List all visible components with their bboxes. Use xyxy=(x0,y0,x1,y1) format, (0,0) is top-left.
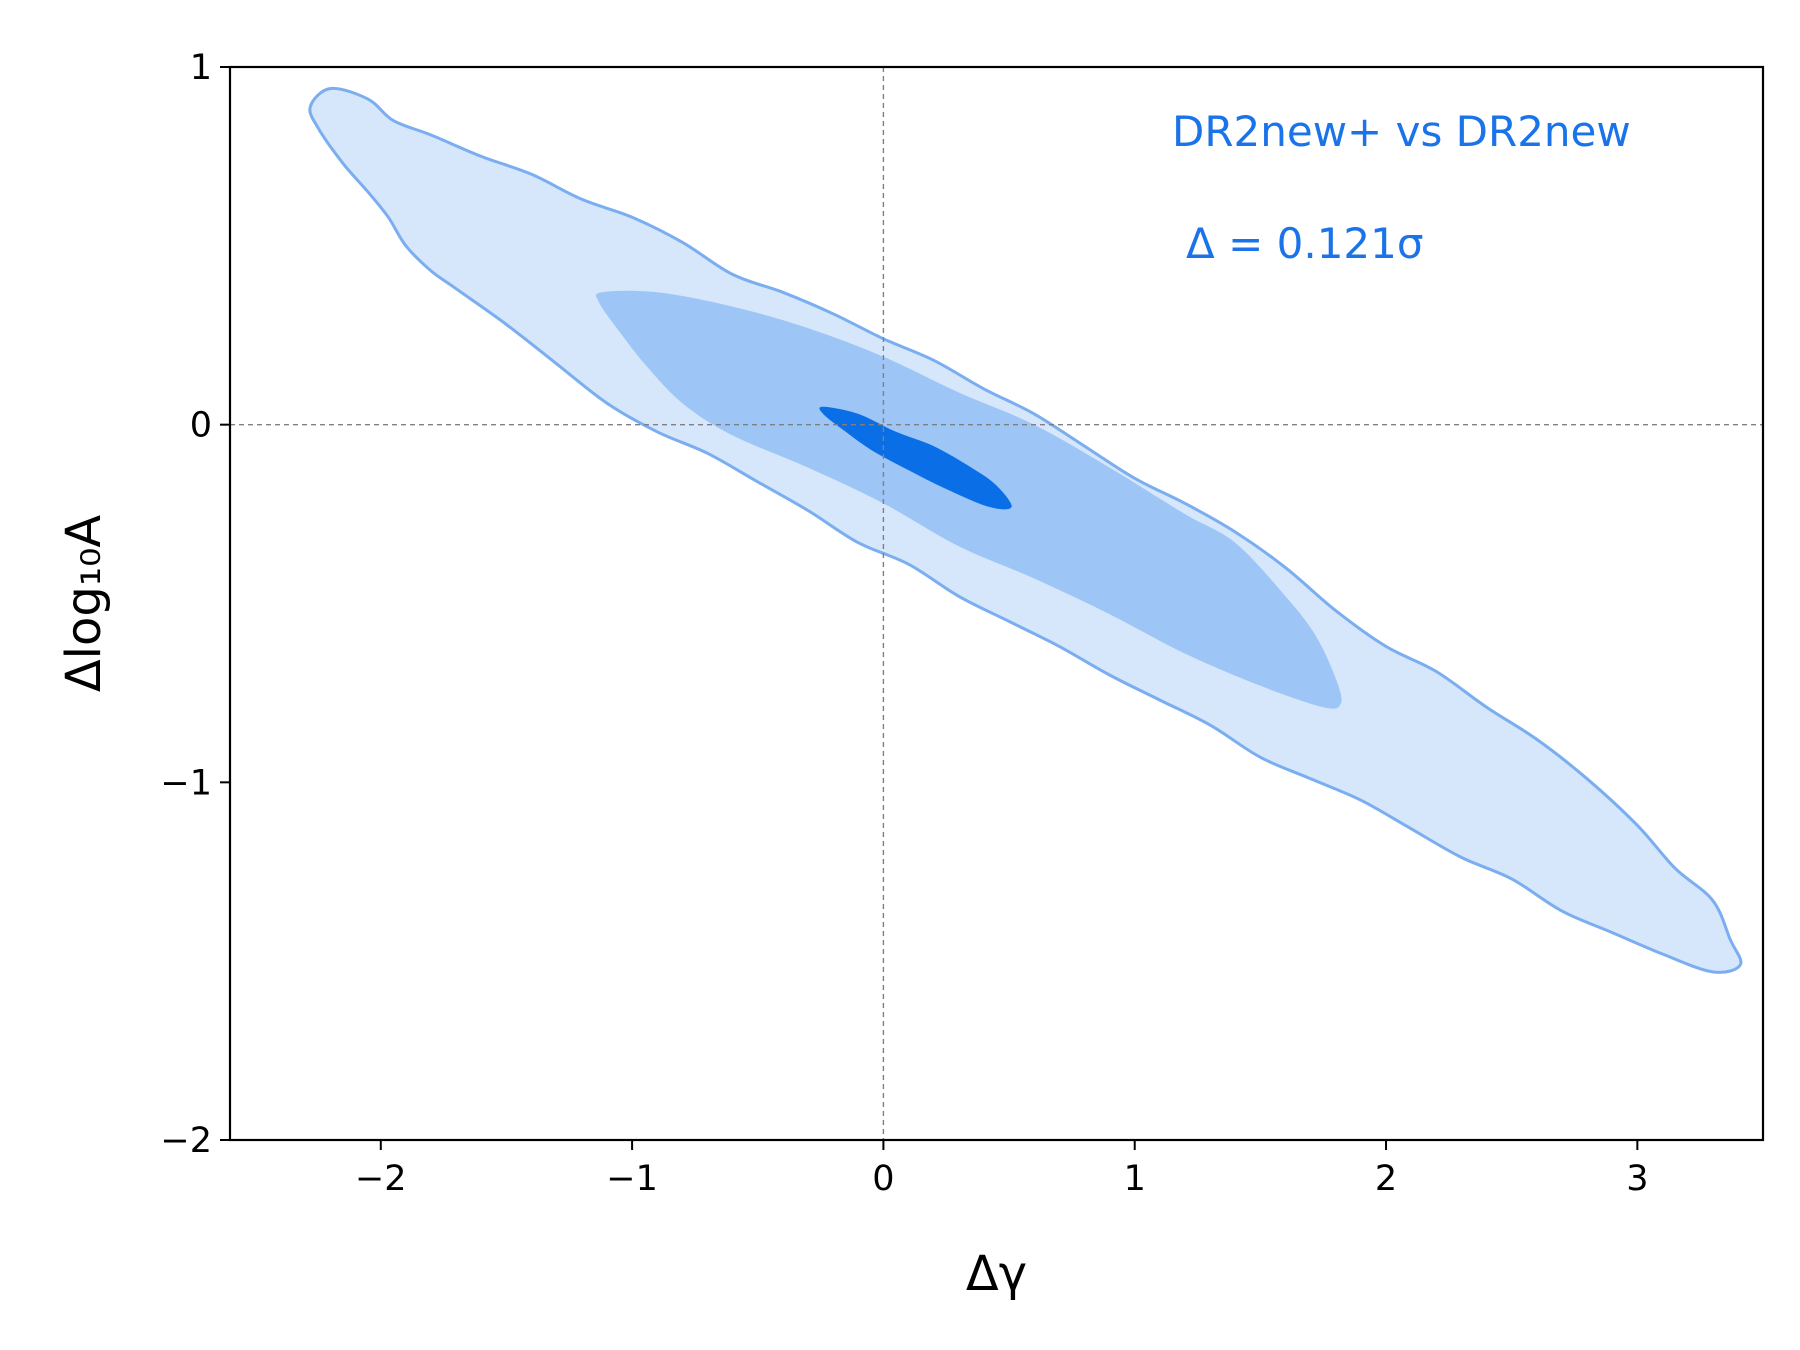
y-tick-label: 0 xyxy=(190,406,212,446)
x-axis-ticks: −2 −1 0 1 2 3 xyxy=(355,1140,1648,1199)
y-tick-label: 1 xyxy=(190,48,212,88)
plot-frame xyxy=(228,65,1765,1142)
x-tick-label: 1 xyxy=(1124,1159,1146,1199)
x-tick-label: 0 xyxy=(872,1159,894,1199)
contour-regions xyxy=(308,86,1743,974)
contour-middle xyxy=(595,290,1342,709)
x-axis-label: Δγ xyxy=(966,1246,1027,1302)
y-tick-label: −2 xyxy=(160,1121,212,1161)
x-tick-label: 3 xyxy=(1626,1159,1648,1199)
contour-inner xyxy=(819,406,1012,510)
reference-lines xyxy=(230,67,1763,1140)
y-axis-label: Δlog₁₀A xyxy=(56,515,112,692)
x-tick-label: −2 xyxy=(355,1159,407,1199)
x-tick-label: 2 xyxy=(1375,1159,1397,1199)
x-tick-label: −1 xyxy=(606,1159,658,1199)
y-tick-label: −1 xyxy=(160,763,212,803)
y-axis-ticks: −2 −1 0 1 xyxy=(160,48,230,1161)
tension-label: Δ = 0.121σ xyxy=(1186,219,1423,268)
comparison-label: DR2new+ vs DR2new xyxy=(1172,107,1631,156)
